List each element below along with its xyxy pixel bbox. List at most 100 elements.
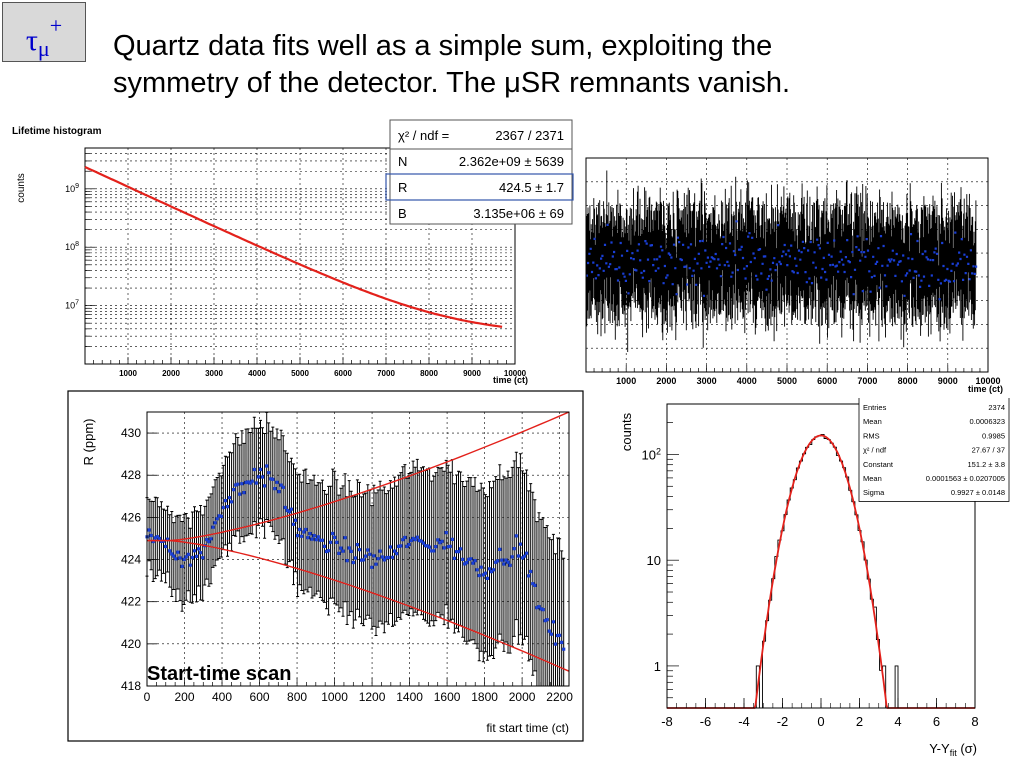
lifetime-histogram-chart: Lifetime histogram counts time (ct) 1000… [0,118,580,390]
lifetime-xlabel: time (ct) [493,375,528,385]
lifetime-xtick: 3000 [205,369,223,378]
pull-stats-label: Constant [863,460,894,469]
pull-stats-value: 0.9985 [982,431,1005,440]
pull-xtick: -2 [777,714,789,729]
scan-xtick: 0 [144,690,151,704]
lifetime-xtick: 6000 [334,369,352,378]
scan-ytick: 424 [121,553,141,567]
residuals-chart: 1000 2000 3000 4000 5000 6000 7000 8000 9000 1000… [585,155,1015,395]
residuals-xtick: 5000 [777,376,797,386]
residuals-xtick: 6000 [817,376,837,386]
pull-stats-value: 0.9927 ± 0.0148 [951,488,1005,497]
scan-ytick: 428 [121,468,141,482]
lifetime-ytick: 109 [65,183,79,194]
residuals-xtick: 10000 [975,376,1000,386]
scan-lower-band [147,539,570,672]
lifetime-xtick: 9000 [463,369,481,378]
tau-mu-plus-label: τμ+ [2,2,86,62]
scan-plot-area [146,411,570,687]
lifetime-fit-curve [84,165,503,328]
residuals-xtick: 9000 [938,376,958,386]
pull-ytick: 1 [654,659,661,674]
pull-stats-value: 27.67 / 37 [972,446,1005,455]
scan-xtick: 200 [174,690,194,704]
stats-chi2-value: 2367 / 2371 [495,128,564,143]
pull-xlabel: Y-Yfit (σ) [929,741,977,758]
residuals-xtick: 8000 [898,376,918,386]
pull-xtick: -4 [738,714,750,729]
pull-distribution-chart: counts Y-Yfit (σ) -8 -6 -4 -2 0 2 4 6 8 1 10 102 En… [615,398,1015,766]
scan-xtick: 2000 [509,690,536,704]
pull-stats-label: RMS [863,431,880,440]
scan-ytick: 418 [121,679,141,693]
lifetime-stats-box: χ² / ndf = 2367 / 2371 N 2.362e+09 ± 563… [385,119,574,225]
pull-stats-label: Sigma [863,488,885,497]
lifetime-xtick: 4000 [248,369,266,378]
stats-b-label: B [398,206,407,221]
pull-stats-label: χ² / ndf [863,446,887,455]
pull-xtick: -8 [661,714,673,729]
residuals-xlabel: time (ct) [968,384,1003,394]
headline-line-2: symmetry of the detector. The μSR remnan… [113,67,791,99]
lifetime-xtick: 7000 [377,369,395,378]
pull-xtick: -6 [700,714,712,729]
pull-stats-frame [858,398,1010,502]
pull-xtick: 6 [933,714,940,729]
residuals-xtick: 7000 [857,376,877,386]
lifetime-ytick: 107 [65,300,79,311]
pull-stats-box: Entries 2374 Mean 0.0006323 RMS 0.9985 χ² / nd… [858,398,1010,502]
lifetime-ytick: 108 [65,241,79,252]
pull-ytick: 10 [647,553,661,568]
start-time-scan-chart: R (ppm) fit start time (ct) 0 200 400 600 80… [67,390,584,742]
scan-xtick: 1000 [321,690,348,704]
scan-upper-band [147,411,570,542]
pull-xtick: 8 [971,714,978,729]
residuals-xtick: 2000 [656,376,676,386]
pull-xtick: 4 [894,714,901,729]
scan-ytick: 430 [121,426,141,440]
scan-ylabel: R (ppm) [81,419,96,466]
stats-b-value: 3.135e+06 ± 69 [473,206,564,221]
lifetime-xtick: 2000 [162,369,180,378]
stats-n-value: 2.362e+09 ± 5639 [459,154,564,169]
scan-xtick: 400 [212,690,232,704]
residuals-xtick: 4000 [737,376,757,386]
pull-ytick: 102 [642,446,661,462]
pull-stats-label: Mean [863,474,882,483]
residuals-xtick: 1000 [616,376,636,386]
pull-stats-value: 0.0001563 ± 0.0207005 [926,474,1005,483]
lifetime-title: Lifetime histogram [12,126,102,137]
pull-stats-label: Mean [863,417,882,426]
residuals-points [585,220,978,301]
scan-label: Start-time scan [147,663,292,685]
scan-ytick: 426 [121,510,141,524]
pull-stats-label: Entries [863,403,887,412]
stats-r-label: R [398,180,407,195]
stats-chi2-label: χ² / ndf = [398,128,449,143]
scan-xtick: 1400 [396,690,423,704]
pull-stats-value: 2374 [988,403,1005,412]
lifetime-xtick: 5000 [291,369,309,378]
scan-xtick: 600 [250,690,270,704]
slide-headline: Quartz data fits well as a simple sum, e… [113,28,1013,102]
scan-ytick: 422 [121,595,141,609]
residuals-xtick: 3000 [697,376,717,386]
pull-xtick: 0 [817,714,824,729]
scan-xtick: 1600 [434,690,461,704]
stats-r-highlight [385,173,574,201]
pull-stats-value: 0.0006323 [970,417,1005,426]
headline-line-1: Quartz data fits well as a simple sum, e… [113,30,773,62]
lifetime-xtick: 8000 [420,369,438,378]
scan-xtick: 1200 [359,690,386,704]
scan-points [145,464,566,651]
lifetime-ylabel: counts [16,173,27,202]
pull-stats-value: 151.2 ± 3.8 [968,460,1005,469]
scan-xlabel: fit start time (ct) [486,721,569,735]
lifetime-xtick: 10000 [504,369,527,378]
scan-xtick: 2200 [546,690,573,704]
lifetime-xtick: 1000 [119,369,137,378]
pull-ylabel: counts [619,412,634,451]
stats-r-value: 424.5 ± 1.7 [499,180,564,195]
stats-n-label: N [398,154,407,169]
scan-xtick: 1800 [471,690,498,704]
